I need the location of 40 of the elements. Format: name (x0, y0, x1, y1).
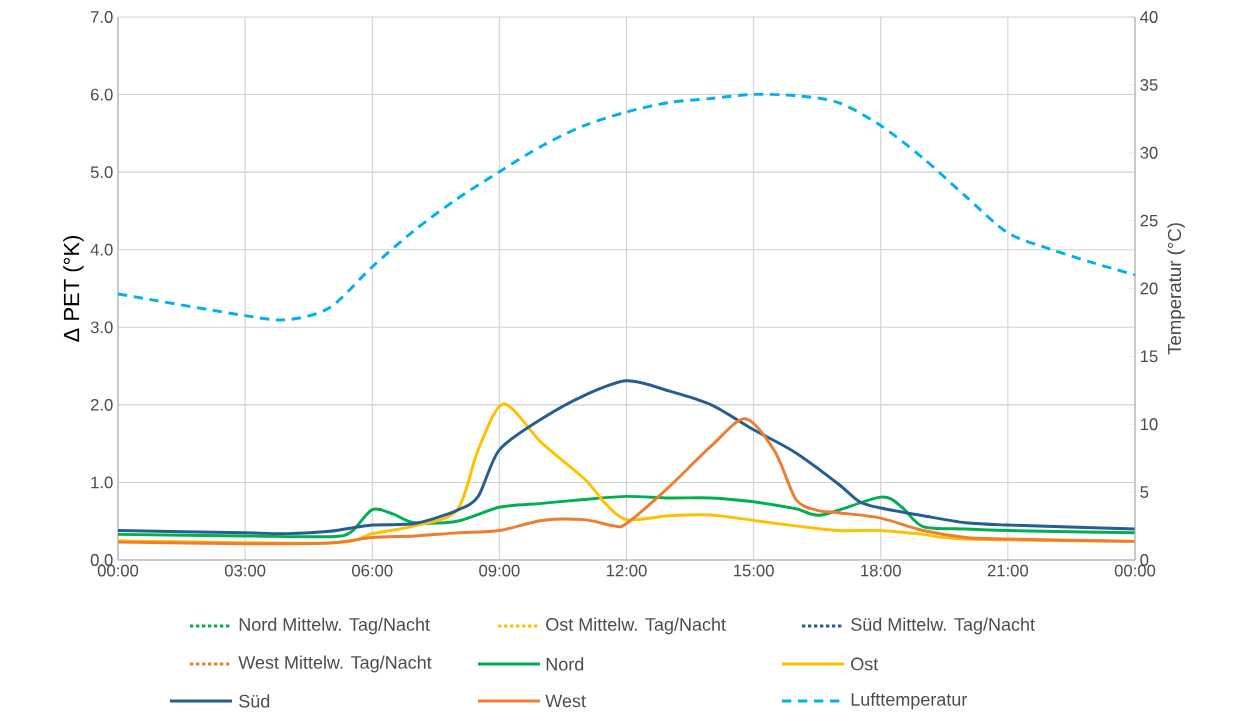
y2-tick-label: 20 (1140, 282, 1158, 295)
line-series (118, 92, 1135, 322)
y-tick-label: 6.0 (90, 88, 113, 101)
y-tick-label: 7.0 (90, 11, 113, 23)
legend-label: Nord (546, 657, 584, 671)
y2-axis-title: Temperatur (°C) (1167, 223, 1185, 355)
y-tick-label: 3.0 (90, 321, 113, 334)
legend-label: Ost Mittelw. Tag/Nacht (546, 617, 726, 635)
line-series (118, 379, 1135, 536)
x-tick-label: 00:00 (1114, 564, 1156, 577)
x-tick-label: 00:00 (97, 564, 139, 577)
y-tick-label: 2.0 (90, 398, 113, 411)
y2-tick-label: 0 (1140, 554, 1149, 566)
legend-label: Lufttemperatur (851, 692, 968, 710)
y-axis-title: Δ PET (°K) (63, 235, 84, 342)
legend-label: West (545, 694, 586, 708)
y2-tick-label: 30 (1140, 146, 1158, 159)
legend-label: West Mittelw. Tag/Nacht (238, 655, 432, 673)
x-tick-label: 09:00 (479, 564, 520, 577)
x-tick-label: 15:00 (734, 564, 774, 577)
legend-label: Süd (239, 694, 270, 708)
line-series (118, 494, 1135, 539)
y2-tick-label: 25 (1140, 214, 1158, 227)
x-tick-label: 06:00 (352, 564, 393, 577)
y2-tick-label: 15 (1140, 350, 1158, 363)
y-tick-label: 0.0 (90, 554, 113, 566)
y-tick-label: 1.0 (91, 476, 113, 489)
x-tick-label: 12:00 (606, 564, 647, 577)
x-tick-label: 18:00 (861, 564, 901, 577)
y-tick-label: 5.0 (90, 166, 113, 179)
y2-tick-label: 40 (1140, 11, 1158, 23)
x-tick-label: 03:00 (224, 564, 266, 577)
y2-tick-label: 5 (1140, 486, 1149, 498)
legend-label: Süd Mittelw. Tag/Nacht (851, 617, 1035, 635)
legend-label: Ost (851, 657, 879, 671)
y-tick-label: 4.0 (90, 243, 113, 256)
x-tick-label: 21:00 (987, 564, 1029, 577)
y2-tick-label: 35 (1140, 78, 1158, 91)
y2-tick-label: 10 (1140, 418, 1158, 431)
legend-label: Nord Mittelw. Tag/Nacht (239, 617, 430, 635)
